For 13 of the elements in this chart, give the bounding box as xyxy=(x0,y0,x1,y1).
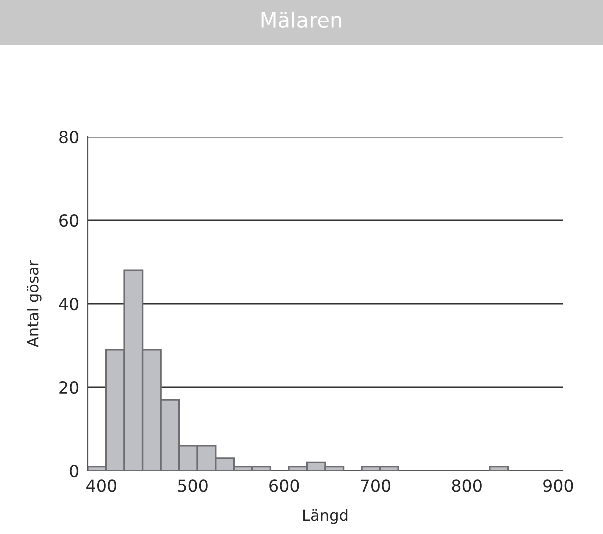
y-tick-label: 60 xyxy=(60,214,79,228)
y-tick-label: 40 xyxy=(59,298,79,311)
x-tick-label: 900 xyxy=(544,480,574,492)
x-axis-title: Längd xyxy=(304,509,348,524)
x-tick-label: 400 xyxy=(86,480,116,492)
x-tick-label: 700 xyxy=(361,480,391,492)
x-tick-label: 500 xyxy=(178,480,208,492)
y-tick-label: 20 xyxy=(60,381,79,394)
y-axis-title: Antal gösar xyxy=(27,260,42,348)
y-tick-label: 0 xyxy=(70,464,79,478)
x-tick-label: 600 xyxy=(270,480,300,492)
x-tick-label: 800 xyxy=(452,480,482,492)
y-tick-label: 80 xyxy=(60,130,79,144)
